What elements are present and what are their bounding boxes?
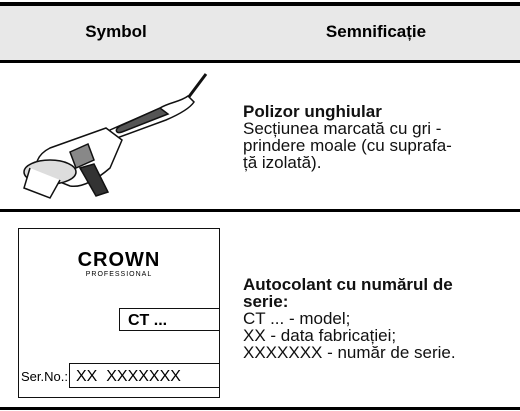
row-line: prindere moale (cu suprafa- — [243, 136, 452, 155]
angle-grinder-icon — [23, 73, 208, 199]
row-title: serie: — [243, 292, 289, 311]
row-line: CT ... - model; — [243, 309, 351, 328]
rule — [0, 2, 520, 6]
brand: CROWN — [77, 249, 161, 271]
rule — [0, 60, 520, 63]
serial-caption: Ser.No.: — [21, 369, 68, 384]
rule — [0, 407, 520, 410]
serial-label: CROWN PROFESSIONAL CT ... Ser.No.: XX XX… — [18, 228, 220, 398]
row-text: Polizor unghiular Secțiunea marcată cu g… — [243, 103, 513, 171]
row-line: Secțiunea marcată cu gri - — [243, 119, 442, 138]
serial-field: XX XXXXXXX — [69, 363, 220, 388]
column-header: Symbol — [85, 22, 147, 41]
brand-sub: PROFESSIONAL — [85, 271, 153, 278]
row-line: XXXXXXX - număr de serie. — [243, 343, 456, 362]
row-line: XX - data fabricației; — [243, 326, 397, 345]
row-line: ță izolată). — [243, 153, 322, 172]
model-field: CT ... — [119, 308, 220, 331]
row-title: Autocolant cu numărul de — [243, 275, 453, 294]
row-title: Polizor unghiular — [243, 102, 382, 121]
column-header: Semnificație — [325, 22, 427, 41]
header-bg — [0, 6, 520, 60]
row-text: Autocolant cu numărul de serie: CT ... -… — [243, 276, 518, 361]
rule — [0, 209, 520, 212]
